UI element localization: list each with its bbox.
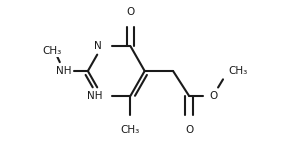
Text: CH₃: CH₃ [228, 66, 247, 76]
Text: NH: NH [56, 66, 72, 76]
Text: NH: NH [87, 91, 102, 101]
Text: CH₃: CH₃ [43, 46, 62, 56]
Text: O: O [185, 125, 193, 135]
Text: CH₃: CH₃ [121, 125, 140, 135]
Text: O: O [126, 7, 135, 17]
Text: O: O [209, 91, 217, 101]
Text: N: N [94, 41, 102, 51]
